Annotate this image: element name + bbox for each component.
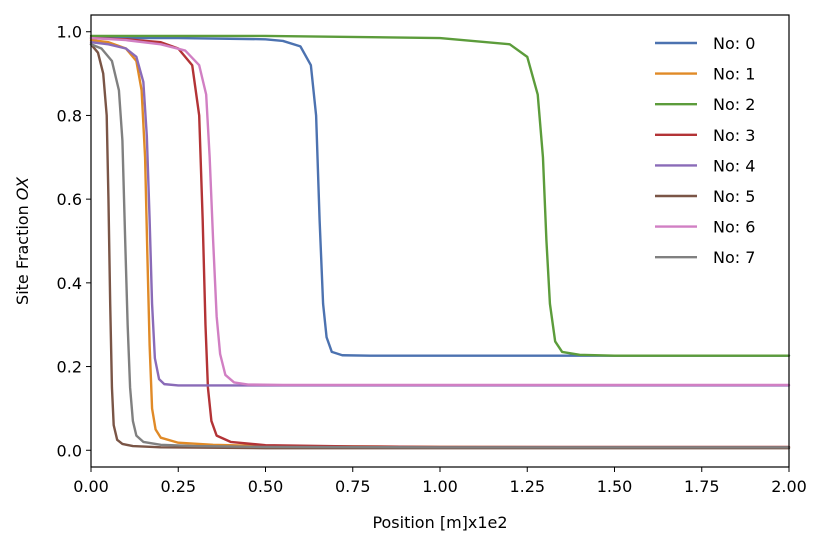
series-line-0 [89, 36, 791, 357]
series-lines [89, 34, 791, 450]
x-tick-label: 1.00 [422, 477, 458, 496]
series-line-5 [89, 43, 791, 450]
y-axis-label: Site Fraction OX [13, 176, 32, 305]
series-line-6 [89, 36, 791, 387]
series-line-7 [89, 43, 791, 449]
x-tick-label: 2.00 [771, 477, 807, 496]
x-axis-ticks: 0.00 0.25 0.50 0.75 1.00 1.25 1.50 1.75 2.00 [73, 467, 807, 496]
y-axis-label-italic: OX [13, 176, 32, 200]
x-tick-label: 0.00 [73, 477, 109, 496]
legend-label-6: No: 6 [713, 218, 755, 237]
legend-label-4: No: 4 [713, 156, 755, 175]
x-tick-label: 1.50 [597, 477, 633, 496]
y-tick-label: 0.6 [57, 190, 82, 209]
x-tick-label: 0.25 [160, 477, 196, 496]
x-tick-label: 1.25 [509, 477, 545, 496]
legend-label-5: No: 5 [713, 187, 755, 206]
legend-label-0: No: 0 [713, 34, 755, 53]
y-axis-label-text: Site Fraction [13, 200, 32, 305]
x-tick-label: 0.50 [248, 477, 284, 496]
legend-label-2: No: 2 [713, 95, 755, 114]
x-tick-label: 1.75 [684, 477, 720, 496]
x-axis-label: Position [m]x1e2 [372, 513, 507, 532]
y-tick-label: 0.0 [57, 441, 82, 460]
legend-label-1: No: 1 [713, 65, 755, 84]
y-axis-ticks: 0.0 0.2 0.4 0.6 0.8 1.0 [57, 23, 91, 460]
series-line-2 [89, 34, 791, 357]
y-tick-label: 0.8 [57, 106, 82, 125]
plot-frame [90, 14, 790, 468]
legend-label-7: No: 7 [713, 248, 755, 267]
y-tick-label: 0.2 [57, 358, 82, 377]
y-tick-label: 0.4 [57, 274, 82, 293]
legend: No: 0 No: 1 No: 2 No: 3 No: 4 No: 5 No: 6 No: 7 [655, 34, 755, 267]
y-tick-label: 1.0 [57, 23, 82, 42]
series-line-4 [89, 41, 791, 387]
x-tick-label: 0.75 [335, 477, 371, 496]
legend-label-3: No: 3 [713, 126, 755, 145]
